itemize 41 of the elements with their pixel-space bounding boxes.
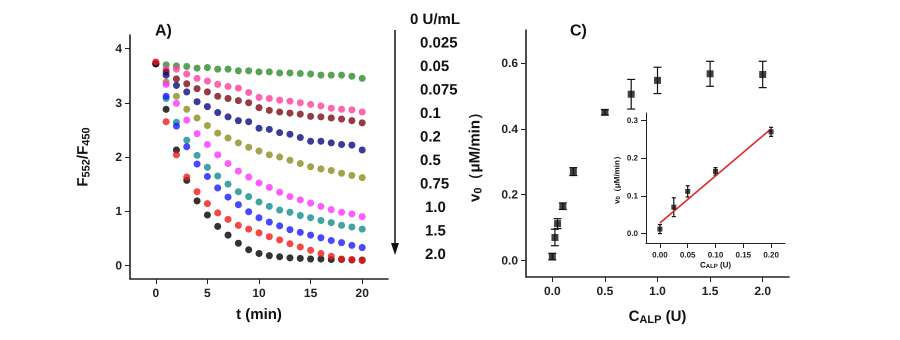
text: 1.0 xyxy=(425,199,446,216)
x-tick-label: 2.0 xyxy=(754,284,772,298)
y-tick-label: 0.0 xyxy=(626,229,639,238)
text: 0.075 xyxy=(420,82,458,98)
x-tick-label: 15 xyxy=(304,286,318,300)
text: 0.75 xyxy=(420,176,450,192)
y-axis-title: v0（μM/min） xyxy=(466,105,484,202)
y-tick-label: 0.6 xyxy=(501,56,518,70)
x-tick-label: 20 xyxy=(356,286,370,300)
y-tick-label: 0.1 xyxy=(626,191,639,200)
text: 0.5 xyxy=(420,152,441,169)
x-tick-label: 1.5 xyxy=(702,284,719,298)
y-tick-label: 2 xyxy=(115,150,122,164)
chart-title: C) xyxy=(570,22,587,40)
x-tick-label: 10 xyxy=(252,286,266,300)
x-tick-label: 0.20 xyxy=(763,250,780,260)
x-tick-label: 0.05 xyxy=(680,250,696,260)
x-tick-label: 0.15 xyxy=(736,250,752,260)
x-tick-label: 5 xyxy=(204,286,212,300)
y-tick-label: 4 xyxy=(115,42,122,56)
text: 0.05 xyxy=(420,58,450,75)
x-tick-label: 1.0 xyxy=(649,284,666,298)
x-tick-label: 0.0 xyxy=(544,284,561,298)
text: 0.025 xyxy=(420,34,458,52)
y-tick-label: 0.3 xyxy=(626,116,639,126)
x-axis-title: t (min) xyxy=(236,306,282,323)
y-tick-label: 0.2 xyxy=(501,188,518,202)
y-tick-label: 0.2 xyxy=(626,154,639,163)
y-tick-label: 1 xyxy=(115,204,122,218)
x-tick-label: 0.10 xyxy=(708,250,724,260)
chart-title: A) xyxy=(155,22,172,40)
text: 1.5 xyxy=(425,222,446,240)
text: 0.1 xyxy=(420,105,441,122)
x-tick-label: 0 xyxy=(152,286,160,300)
x-tick-label: 0.5 xyxy=(596,284,614,298)
y-tick-label: 3 xyxy=(115,96,122,110)
y-tick-label: 0.4 xyxy=(501,122,518,136)
text: 0.2 xyxy=(420,128,441,146)
x-tick-label: 0.00 xyxy=(652,250,668,260)
y-axis-title: F552/F450 xyxy=(74,127,92,187)
text: 0 U/mL xyxy=(410,11,460,28)
